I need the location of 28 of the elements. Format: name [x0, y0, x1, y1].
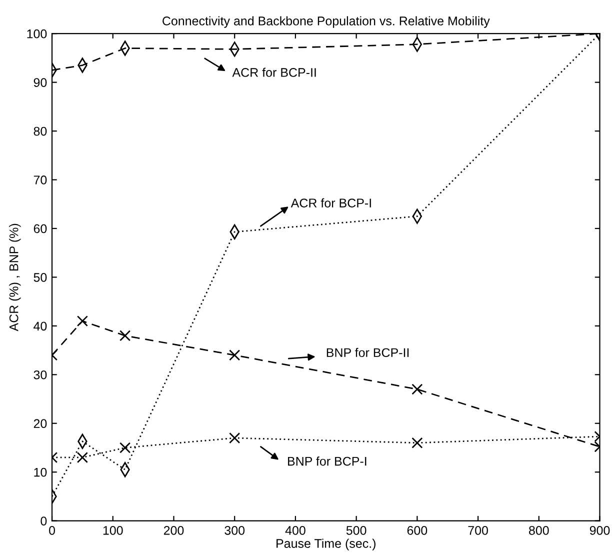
x-tick-label: 700	[468, 526, 488, 535]
y-tick-label: 60	[34, 224, 47, 234]
x-tick-label: 600	[407, 526, 428, 535]
chart-title: Connectivity and Backbone Population vs. Relative Mobility	[162, 16, 490, 28]
x-tick-label: 500	[346, 526, 366, 535]
annotation: BNP for BCP-I	[288, 456, 366, 466]
x-tick-label: 100	[103, 526, 123, 535]
y-tick-label: 50	[34, 273, 47, 282]
y-tick-label: 80	[34, 126, 47, 136]
y-tick-label: 70	[34, 176, 47, 184]
annotation: ACR for BCP-I	[290, 198, 371, 208]
x-tick-label: 0	[49, 526, 56, 535]
y-tick-label: 100	[27, 29, 47, 38]
y-tick-label: 10	[34, 468, 47, 477]
y-tick-label: 40	[34, 322, 47, 331]
x-tick-label: 900	[590, 526, 610, 535]
x-tick-label: 400	[285, 526, 306, 535]
y-tick-label: 20	[34, 419, 47, 428]
x-tick-label: 800	[529, 526, 549, 535]
y-tick-label: 30	[34, 370, 47, 380]
y-tick-label: 0	[40, 516, 47, 526]
x-axis-title: Pause Time (sec.)	[276, 538, 376, 550]
x-tick-label: 300	[224, 526, 245, 535]
y-axis-title: ACR (%) , BNP (%)	[9, 224, 21, 332]
x-tick-label: 200	[164, 526, 184, 535]
annotation: ACR for BCP-II	[232, 68, 316, 77]
y-tick-label: 90	[34, 78, 47, 87]
annotation: BNP for BCP-II	[326, 348, 409, 358]
